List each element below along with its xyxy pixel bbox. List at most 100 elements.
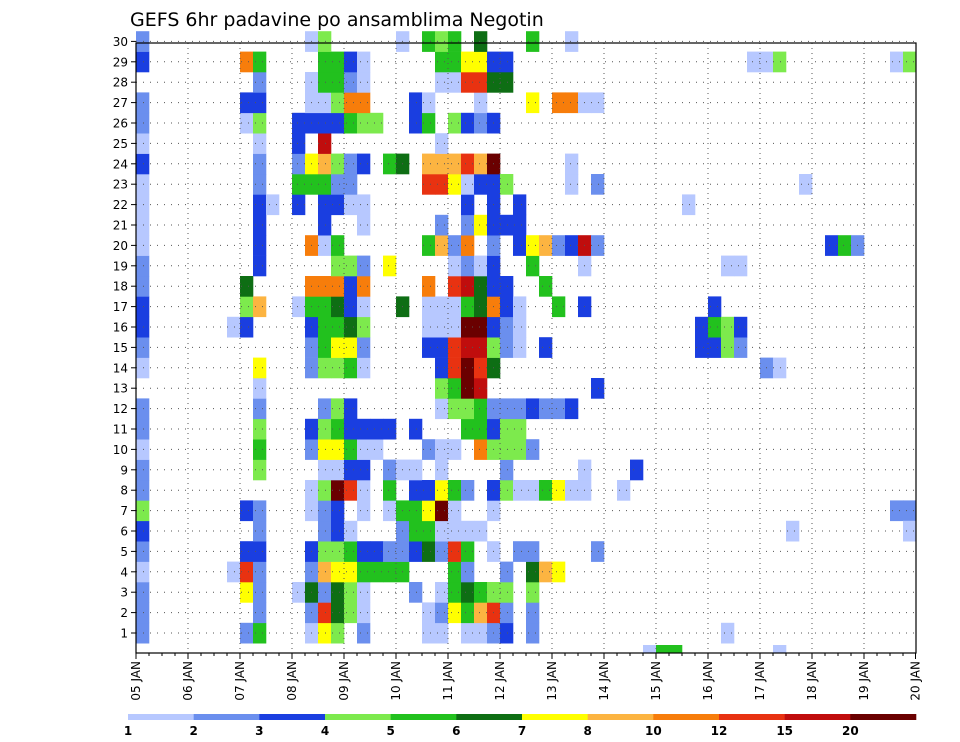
heatmap-cell	[435, 378, 449, 399]
heatmap-cell	[240, 112, 254, 134]
heatmap-cell	[136, 214, 150, 236]
heatmap-cell	[253, 357, 267, 379]
heatmap-cell	[409, 480, 423, 501]
heatmap-cell	[136, 418, 150, 440]
heatmap-cell	[292, 153, 306, 175]
heatmap-cell	[539, 276, 553, 297]
heatmap-cell	[539, 337, 553, 358]
heatmap-cell	[669, 645, 683, 654]
chart-title: GEFS 6hr padavine po ansamblima Negotin	[130, 9, 544, 31]
heatmap-cell	[500, 214, 514, 236]
heatmap-cell	[422, 316, 436, 338]
heatmap-cell	[240, 541, 254, 562]
heatmap-cell	[500, 561, 514, 583]
colorbar-label: 5	[386, 724, 394, 738]
colorbar-label: 2	[189, 724, 197, 738]
heatmap-cell	[526, 622, 540, 644]
heatmap-cell	[253, 214, 267, 236]
heatmap-cell	[318, 174, 332, 195]
heatmap-cell	[292, 194, 306, 216]
heatmap-cell	[318, 31, 332, 52]
heatmap-cell	[448, 153, 462, 175]
heatmap-cell	[318, 398, 332, 420]
colorbar-segment	[653, 714, 720, 720]
heatmap-cell	[344, 316, 358, 338]
colorbar-segment	[193, 714, 260, 720]
heatmap-cell	[136, 235, 150, 256]
heatmap-cell	[513, 235, 527, 256]
heatmap-cell	[253, 439, 267, 460]
heatmap-cell	[344, 153, 358, 175]
heatmap-cell	[136, 357, 150, 379]
x-tick-label: 18 JAN	[805, 661, 819, 701]
heatmap-cell	[799, 174, 813, 195]
heatmap-cell	[513, 418, 527, 440]
heatmap-cell	[448, 72, 462, 93]
heatmap-cell	[500, 602, 514, 624]
heatmap-cell	[461, 276, 475, 297]
heatmap-cell	[565, 92, 579, 114]
y-tick-label: 5	[120, 545, 128, 559]
y-tick-label: 30	[113, 35, 128, 49]
heatmap-cell	[448, 520, 462, 542]
heatmap-cell	[253, 398, 267, 420]
heatmap-cell	[513, 541, 527, 562]
heatmap-cell	[357, 276, 371, 297]
heatmap-cell	[448, 357, 462, 379]
heatmap-cell	[448, 51, 462, 73]
y-tick-label: 14	[113, 361, 128, 375]
heatmap-cell	[331, 459, 345, 481]
colorbar-segment	[259, 714, 326, 720]
heatmap-cell	[500, 296, 514, 318]
heatmap-cell	[890, 51, 904, 73]
heatmap-cell	[383, 561, 397, 583]
heatmap-cell	[318, 561, 332, 583]
heatmap-cell	[318, 133, 332, 154]
heatmap-cell	[552, 561, 566, 583]
heatmap-cell	[747, 51, 761, 73]
heatmap-cell	[422, 541, 436, 562]
heatmap-cell	[240, 622, 254, 644]
colorbar-label: 3	[255, 724, 263, 738]
heatmap-cell	[357, 337, 371, 358]
heatmap-cell	[318, 92, 332, 114]
heatmap-cell	[461, 337, 475, 358]
heatmap-cell	[565, 480, 579, 501]
colorbar-segment	[784, 714, 851, 720]
heatmap-cell	[344, 480, 358, 501]
heatmap-cell	[513, 316, 527, 338]
heatmap-cell	[357, 418, 371, 440]
x-tick-label: 07 JAN	[233, 661, 247, 701]
heatmap-cell	[422, 112, 436, 134]
heatmap-cell	[409, 418, 423, 440]
heatmap-cell	[526, 398, 540, 420]
heatmap-cell	[526, 235, 540, 256]
heatmap-cell	[448, 112, 462, 134]
heatmap-cell	[253, 459, 267, 481]
heatmap-cell	[409, 459, 423, 481]
y-tick-label: 8	[120, 484, 128, 498]
heatmap-cell	[344, 51, 358, 73]
colorbar-segment	[522, 714, 588, 720]
heatmap-cell	[461, 357, 475, 379]
heatmap-cell	[721, 337, 735, 358]
heatmap-cell	[253, 72, 267, 93]
heatmap-cell	[136, 112, 150, 134]
heatmap-cell	[318, 459, 332, 481]
heatmap-cell	[318, 337, 332, 358]
heatmap-cell	[253, 174, 267, 195]
heatmap-cell	[526, 31, 540, 52]
heatmap-cell	[370, 439, 384, 460]
heatmap-cell	[331, 500, 345, 522]
heatmap-cell	[552, 296, 566, 318]
y-tick-label: 23	[113, 178, 128, 192]
heatmap-cell	[292, 112, 306, 134]
heatmap-cell	[435, 357, 449, 379]
heatmap-cell	[318, 602, 332, 624]
heatmap-cell	[383, 459, 397, 481]
heatmap-cell	[331, 418, 345, 440]
heatmap-cell	[500, 337, 514, 358]
x-tick-label: 14 JAN	[597, 661, 611, 701]
heatmap-cell	[461, 378, 475, 399]
heatmap-cell	[474, 622, 488, 644]
